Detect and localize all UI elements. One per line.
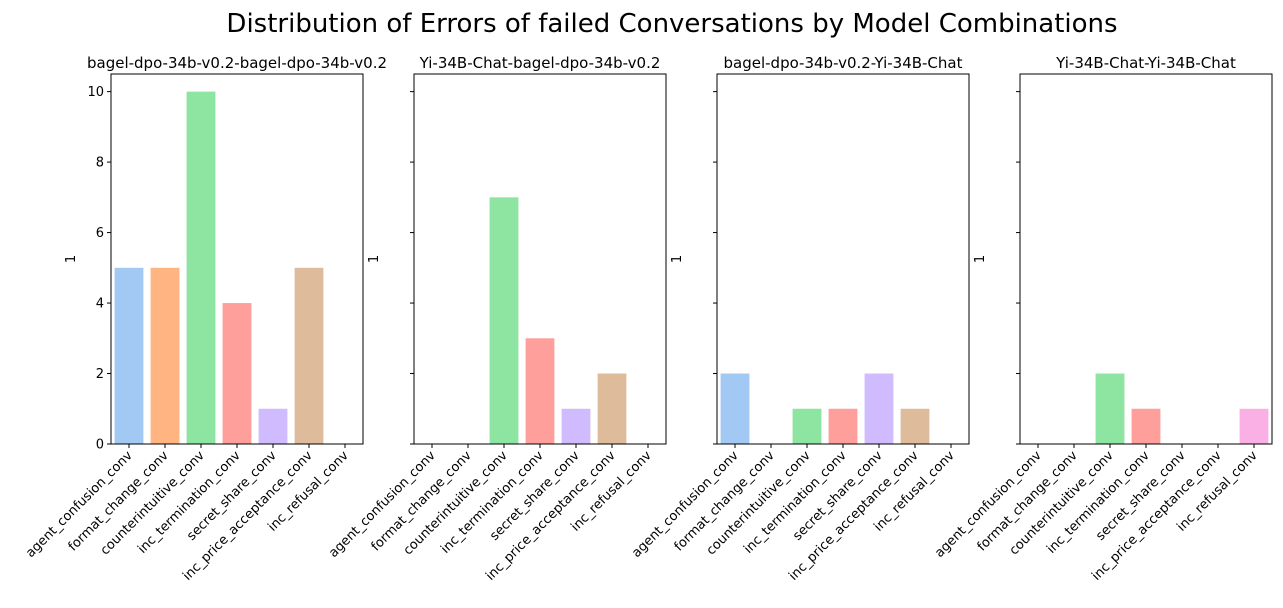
bar-secret_share_conv bbox=[561, 408, 591, 444]
axes-frame bbox=[1019, 73, 1273, 445]
bar-secret_share_conv bbox=[258, 408, 288, 444]
bar-agent_confusion_conv bbox=[720, 373, 750, 444]
subplot-title: Yi-34B-Chat-bagel-dpo-34b-v0.2 bbox=[419, 54, 661, 72]
subplot-panels: 0 2 4 6 8 10 1agent_confusion_convformat_chang… bbox=[23, 54, 1273, 584]
y-axis-label: 1 bbox=[973, 255, 988, 263]
bar-counterintuitive_conv bbox=[489, 197, 519, 444]
figure-title: Distribution of Errors of failed Convers… bbox=[226, 9, 1117, 39]
bar-inc_termination_conv bbox=[525, 338, 555, 444]
subplot-3: 1agent_confusion_convformat_change_convc… bbox=[629, 54, 970, 584]
y-axis-label: 1 bbox=[367, 255, 382, 263]
bar-format_change_conv bbox=[150, 267, 180, 444]
bar-counterintuitive_conv bbox=[186, 91, 216, 445]
bar-agent_confusion_conv bbox=[114, 267, 144, 444]
bar-counterintuitive_conv bbox=[1095, 373, 1125, 444]
y-tick-label: 4 bbox=[96, 297, 104, 312]
bar-inc_price_acceptance_conv bbox=[900, 408, 930, 444]
axes-frame bbox=[716, 73, 970, 445]
y-tick-label: 10 bbox=[87, 85, 104, 100]
subplot-4: 1agent_confusion_convformat_change_convc… bbox=[932, 54, 1273, 584]
bar-inc_termination_conv bbox=[828, 408, 858, 444]
bar-inc_price_acceptance_conv bbox=[294, 267, 324, 444]
subplot-title: bagel-dpo-34b-v0.2-bagel-dpo-34b-v0.2 bbox=[87, 54, 387, 72]
y-axis-label: 1 bbox=[670, 255, 685, 263]
bar-inc_refusal_conv bbox=[1239, 408, 1269, 444]
y-tick-label: 6 bbox=[96, 226, 104, 241]
subplot-2: 1agent_confusion_convformat_change_convc… bbox=[326, 54, 667, 584]
y-tick-label: 0 bbox=[96, 438, 104, 453]
y-tick-label: 2 bbox=[96, 367, 104, 382]
bar-inc_termination_conv bbox=[222, 303, 252, 444]
y-axis-label: 1 bbox=[64, 255, 79, 263]
bar-inc_termination_conv bbox=[1131, 408, 1161, 444]
y-tick-label: 8 bbox=[96, 156, 104, 171]
subplot-1: 02468101agent_confusion_convformat_chang… bbox=[23, 54, 387, 584]
subplot-title: bagel-dpo-34b-v0.2-Yi-34B-Chat bbox=[724, 54, 963, 72]
bar-secret_share_conv bbox=[864, 373, 894, 444]
bar-counterintuitive_conv bbox=[792, 408, 822, 444]
subplot-title: Yi-34B-Chat-Yi-34B-Chat bbox=[1055, 54, 1236, 72]
bar-inc_price_acceptance_conv bbox=[597, 373, 627, 444]
